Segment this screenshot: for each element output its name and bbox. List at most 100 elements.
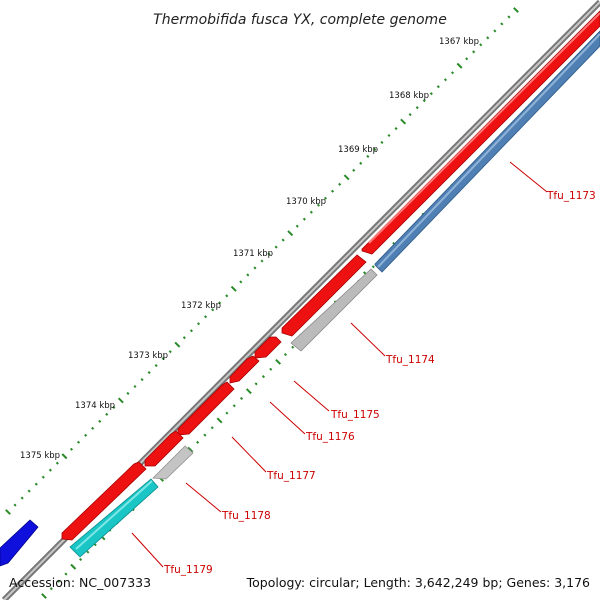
ruler-tick-minor	[78, 557, 83, 562]
gene-arrow-tfu1174[interactable]	[281, 254, 367, 337]
gene-arrow-tfu1177[interactable]	[177, 381, 235, 436]
ruler-tick-major	[275, 358, 282, 365]
ruler-tick-minor	[154, 363, 158, 368]
ruler-tick-minor	[168, 350, 172, 354]
ruler-tick-minor	[27, 489, 31, 493]
ruler-tick-minor	[436, 85, 440, 89]
ruler-tick-minor	[76, 440, 81, 444]
ruler-tick-minor	[182, 336, 186, 340]
ruler-tick-major	[187, 446, 194, 453]
ruler-tick-minor	[500, 22, 504, 26]
ruler-tick-minor	[371, 265, 375, 269]
map-title: Thermobifida fusca YX, complete genome	[153, 12, 447, 28]
ruler-tick-minor	[291, 345, 295, 349]
ruler-tick-major	[245, 388, 252, 395]
ruler-tick-minor	[210, 426, 214, 430]
ruler-tick-minor	[422, 99, 426, 103]
ruler-tick-minor	[203, 433, 207, 437]
ruler-tick-minor	[239, 280, 243, 284]
ruler-tick-minor	[443, 78, 448, 82]
ruler-tick-minor	[267, 252, 271, 256]
ruler-tick-major	[117, 397, 124, 404]
tick-label-1375: 1375 kbp	[20, 451, 60, 461]
ruler-tick-minor	[91, 426, 95, 430]
tick-label-1370: 1370 kbp	[286, 197, 326, 207]
gene-arrow-tfu1174-reverse[interactable]	[290, 268, 378, 352]
gene-label-tfu1177[interactable]: Tfu_1177	[266, 470, 316, 482]
gene-label-tfu1175[interactable]: Tfu_1175	[330, 409, 380, 421]
ruler-tick-minor	[380, 140, 384, 145]
other-feature-arrow[interactable]	[0, 519, 39, 567]
tick-label-1373: 1373 kbp	[128, 351, 168, 361]
ruler-tick-minor	[450, 71, 455, 75]
ruler-tick-minor	[408, 112, 412, 117]
tick-label-1374: 1374 kbp	[75, 401, 115, 411]
ruler-tick-minor	[415, 106, 419, 110]
ruler-tick-major	[61, 453, 68, 460]
gene-label-tfu1173[interactable]: Tfu_1173	[546, 190, 596, 202]
gene-arrow-tfu1179-forward[interactable]	[61, 461, 147, 541]
ruler-tick-major	[343, 174, 350, 181]
gene-arrow-tfu1178-reverse[interactable]	[152, 445, 194, 480]
ruler-tick-minor	[140, 377, 144, 382]
ruler-ticks: 1367 kbp 1368 kbp 1369 kbp 1370 kbp 1371…	[20, 37, 479, 461]
ruler-tick-minor	[366, 154, 370, 159]
ruler-tick-minor	[429, 92, 433, 96]
ruler-tick-minor	[281, 238, 285, 242]
ruler-tick-major	[216, 417, 223, 424]
ruler-tick-minor	[225, 294, 229, 298]
ruler-tick-minor	[246, 273, 250, 277]
gene-label-tfu1176[interactable]: Tfu_1176	[305, 431, 355, 443]
gene-arrow-tfu1176[interactable]	[229, 355, 260, 384]
ruler-tick-minor	[261, 374, 266, 379]
genome-summary-text: Topology: circular; Length: 3,642,249 bp…	[246, 575, 590, 590]
label-leaders	[131, 161, 548, 568]
ruler-tick-minor	[330, 189, 335, 193]
ruler-tick-minor	[48, 468, 52, 472]
ruler-tick-minor	[260, 259, 264, 263]
ruler-tick-minor	[283, 352, 288, 357]
ruler-tick-minor	[69, 447, 74, 451]
ruler-tick-minor	[472, 50, 476, 54]
gene-label-tfu1174[interactable]: Tfu_1174	[385, 354, 435, 366]
ruler-tick-minor	[57, 579, 61, 583]
ruler-dots	[5, 7, 519, 515]
ruler-tick-minor	[112, 405, 116, 410]
ruler-tick-minor	[86, 550, 90, 554]
ruler-tick-minor	[394, 126, 398, 131]
gene-arrow-tfu1179-reverse[interactable]	[69, 478, 159, 558]
ruler-tick-minor	[486, 36, 490, 40]
gene-label-tfu1179[interactable]: Tfu_1179	[163, 564, 213, 576]
ruler-tick-major	[287, 230, 294, 237]
tick-label-1367: 1367 kbp	[439, 37, 479, 47]
ruler-tick-minor	[218, 301, 222, 305]
gene-arrow-tfu1178-forward[interactable]	[144, 430, 184, 467]
ruler-tick-minor	[295, 224, 299, 228]
ruler-tick-minor	[133, 384, 137, 389]
ruler-tick-minor	[309, 210, 313, 214]
tick-label-1369: 1369 kbp	[338, 145, 378, 155]
reverse-strand-features	[69, 30, 600, 558]
ruler-tick-major	[230, 285, 237, 292]
ruler-tick-minor	[253, 266, 257, 270]
ruler-tick-minor	[338, 182, 342, 186]
ruler-tick-minor	[105, 412, 109, 416]
ruler-tick-minor	[49, 587, 53, 591]
ruler-tick-minor	[269, 367, 273, 371]
tick-label-1371: 1371 kbp	[233, 249, 273, 259]
tick-label-1368: 1368 kbp	[389, 91, 429, 101]
ruler-tick-minor	[64, 572, 68, 576]
forward-strand-features	[0, 10, 600, 567]
ruler-tick-minor	[239, 396, 244, 401]
ruler-tick-minor	[20, 496, 24, 500]
ruler-tick-minor	[84, 433, 88, 437]
ruler-tick-minor	[465, 57, 469, 61]
gene-label-tfu1178[interactable]: Tfu_1178	[221, 510, 271, 522]
ruler-tick-minor	[203, 315, 208, 319]
ruler-tick-major	[70, 563, 77, 570]
ruler-tick-minor	[41, 475, 45, 479]
ruler-tick-minor	[274, 245, 278, 249]
ruler-tick-major	[41, 593, 47, 599]
ruler-tick-minor	[211, 308, 215, 312]
